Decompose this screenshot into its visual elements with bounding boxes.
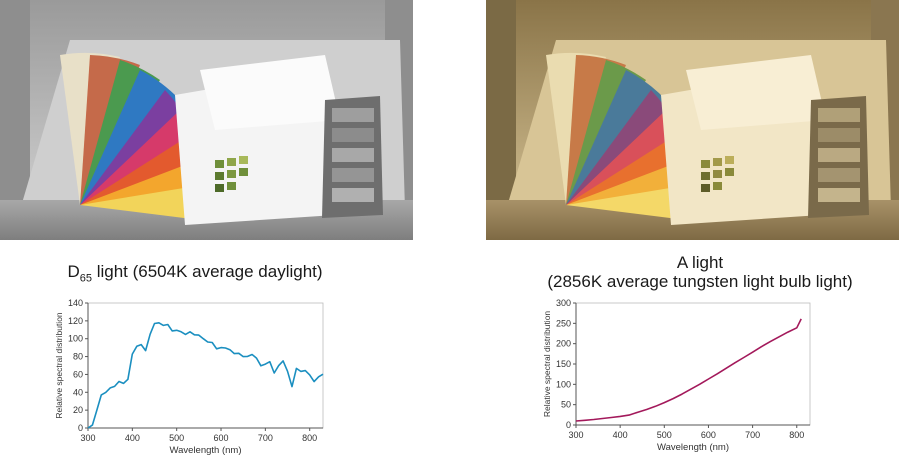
- y-tick-label: 200: [556, 339, 571, 349]
- x-axis-label: Wavelength (nm): [170, 445, 242, 456]
- d65-spectral-chart: 0 20 40 60 80 100 120 140 300 400 500 600 700 800 Wave…: [40, 295, 340, 461]
- x-axis-label: Wavelength (nm): [657, 442, 729, 453]
- y-tick-label: 150: [556, 359, 571, 369]
- y-tick-label: 20: [73, 405, 83, 415]
- y-tick-label: 100: [68, 334, 83, 344]
- a-caption: A light (2856K average tungsten light bu…: [490, 253, 900, 291]
- x-tick-label: 300: [80, 433, 95, 443]
- a-spectral-chart: 0 50 100 150 200 250 300 300 400 500 600 700 800 Wave…: [530, 295, 820, 461]
- x-tick-label: 800: [789, 430, 804, 440]
- x-tick-label: 700: [258, 433, 273, 443]
- y-tick-label: 40: [73, 387, 83, 397]
- x-tick-label: 400: [125, 433, 140, 443]
- y-tick-label: 140: [68, 298, 83, 308]
- y-tick-label: 80: [73, 352, 83, 362]
- y-tick-label: 250: [556, 318, 571, 328]
- d65-caption-subscript: 65: [79, 272, 92, 285]
- d65-caption-prefix: D: [67, 262, 80, 281]
- y-axis-label: Relative spectral distribution: [542, 311, 552, 418]
- y-axis-label: Relative spectral distribution: [54, 312, 64, 419]
- series-line: [87, 321, 324, 429]
- a-caption-line1: A light: [676, 253, 724, 272]
- x-tick-label: 800: [302, 433, 317, 443]
- y-tick-label: 120: [68, 316, 83, 326]
- x-tick-label: 600: [701, 430, 716, 440]
- series-line: [575, 318, 802, 422]
- y-tick-label: 100: [556, 379, 571, 389]
- y-tick-label: 0: [566, 420, 571, 430]
- y-tick-label: 60: [73, 369, 83, 379]
- x-tick-label: 500: [657, 430, 672, 440]
- x-tick-label: 700: [745, 430, 760, 440]
- y-tick-label: 50: [561, 400, 571, 410]
- x-tick-label: 500: [169, 433, 184, 443]
- x-tick-label: 600: [214, 433, 229, 443]
- d65-caption-rest: light (6504K average daylight): [91, 262, 323, 281]
- d65-booth-photo: [0, 0, 413, 240]
- a-light-booth-photo: [486, 0, 899, 240]
- d65-caption: D65 light (6504K average daylight): [30, 262, 360, 288]
- a-caption-line2: (2856K average tungsten light bulb light…: [547, 272, 853, 291]
- y-tick-label: 300: [556, 298, 571, 308]
- y-tick-label: 0: [78, 423, 83, 433]
- x-tick-label: 300: [568, 430, 583, 440]
- plot-frame: [575, 302, 811, 426]
- x-tick-label: 400: [613, 430, 628, 440]
- plot-frame: [87, 302, 324, 429]
